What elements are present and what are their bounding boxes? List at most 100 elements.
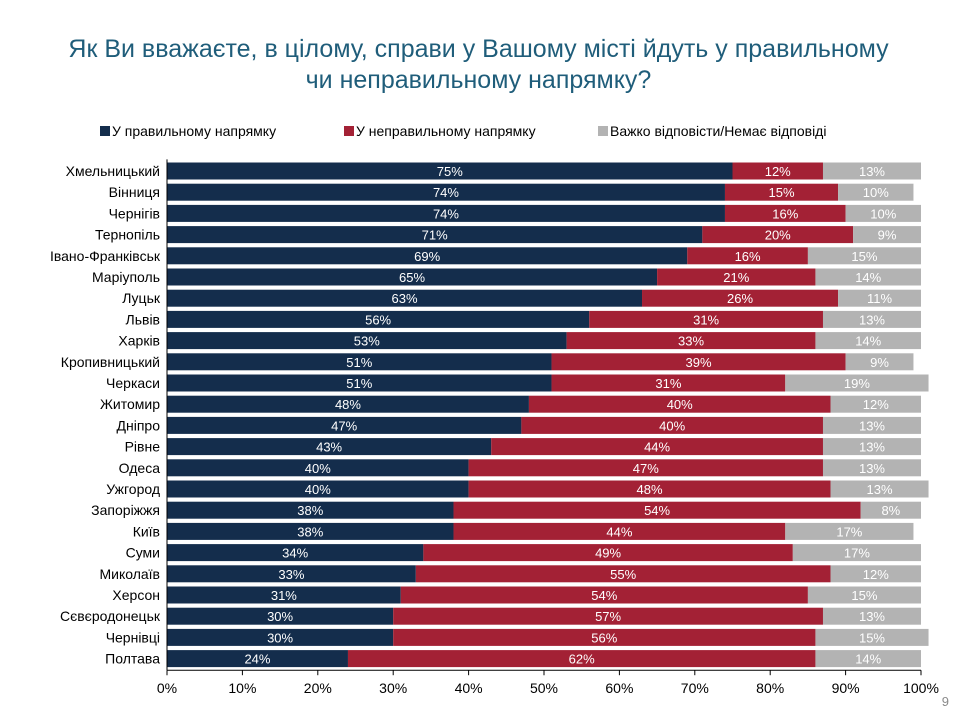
data-label-right: 53%: [354, 334, 380, 349]
bar-segment-dk: [830, 565, 921, 583]
title-line-2: чи неправильному напрямку?: [305, 66, 652, 94]
bar-segment-right: [167, 544, 424, 562]
data-label-wrong: 48%: [637, 482, 663, 497]
title-line-1: Як Ви вважаєте, в цілому, справи у Вашом…: [68, 35, 889, 63]
x-tick-label: 0%: [157, 680, 177, 696]
data-label-right: 51%: [346, 376, 372, 391]
legend-swatch-right: [100, 126, 110, 136]
bar-segment-dk: [830, 395, 921, 413]
category-label: Луцьк: [122, 290, 161, 306]
bar-segment-right: [167, 247, 688, 265]
category-label: Сєвєродонецьк: [60, 608, 161, 624]
data-label-dk: 12%: [863, 397, 889, 412]
bar-segment-dk: [815, 332, 921, 350]
bar-segment-dk: [845, 204, 921, 222]
bar-segment-wrong: [528, 395, 831, 413]
bar-segment-right: [167, 226, 703, 244]
bar-segment-wrong: [423, 544, 793, 562]
data-label-dk: 11%: [867, 291, 892, 306]
bar-segment-dk: [860, 501, 921, 519]
data-label-dk: 17%: [844, 546, 870, 561]
bar-segment-dk: [815, 650, 921, 668]
bar-segment-dk: [853, 226, 921, 244]
data-label-wrong: 57%: [595, 609, 621, 624]
category-label: Харків: [118, 333, 160, 349]
data-label-right: 40%: [305, 461, 331, 476]
data-label-dk: 13%: [859, 164, 885, 179]
bar-segment-right: [167, 607, 394, 625]
x-tick-label: 40%: [455, 680, 483, 696]
data-label-right: 48%: [335, 397, 361, 412]
bar-segment-right: [167, 289, 643, 307]
bar-segment-right: [167, 650, 348, 668]
bar-segment-right: [167, 204, 725, 222]
category-label: Хмельницький: [66, 163, 160, 179]
data-label-dk: 10%: [863, 185, 889, 200]
data-label-wrong: 31%: [655, 376, 681, 391]
data-label-dk: 14%: [855, 334, 881, 349]
bar-segment-right: [167, 268, 658, 286]
bar-segment-right: [167, 628, 394, 646]
bar-segment-dk: [807, 247, 921, 265]
bar-segment-wrong: [687, 247, 808, 265]
data-label-right: 51%: [346, 355, 372, 370]
category-label: Запоріжжя: [91, 502, 160, 518]
bar-segment-wrong: [393, 607, 823, 625]
chart-title: Як Ви вважаєте, в цілому, справи у Вашом…: [0, 34, 957, 96]
data-label-right: 75%: [437, 164, 463, 179]
bar-segment-dk: [822, 416, 921, 434]
data-label-wrong: 33%: [678, 334, 704, 349]
data-label-wrong: 44%: [606, 524, 632, 539]
category-label: Черкаси: [106, 375, 160, 391]
bar-segment-dk: [838, 289, 921, 307]
data-label-wrong: 40%: [667, 397, 693, 412]
category-label: Вінниця: [109, 184, 160, 200]
bar-segment-right: [167, 310, 590, 328]
bar-segment-wrong: [732, 162, 823, 180]
bar-segment-right: [167, 438, 492, 456]
data-label-right: 69%: [414, 249, 440, 264]
data-label-wrong: 40%: [659, 418, 685, 433]
data-label-wrong: 56%: [591, 630, 617, 645]
bar-segment-dk: [815, 268, 921, 286]
bar-segment-wrong: [453, 501, 861, 519]
data-label-right: 38%: [297, 524, 323, 539]
data-label-dk: 12%: [863, 567, 889, 582]
category-label: Львів: [126, 311, 160, 327]
data-label-wrong: 12%: [765, 164, 791, 179]
x-tick-label: 50%: [530, 680, 558, 696]
data-label-wrong: 16%: [735, 249, 761, 264]
bar-segment-wrong: [566, 332, 816, 350]
category-label: Полтава: [105, 651, 160, 667]
bar-segment-dk: [785, 374, 929, 392]
category-label: Херсон: [112, 587, 160, 603]
data-label-wrong: 39%: [686, 355, 712, 370]
bar-segment-wrong: [642, 289, 839, 307]
data-label-right: 74%: [433, 206, 459, 221]
bar-segment-right: [167, 183, 725, 201]
data-label-wrong: 15%: [768, 185, 794, 200]
bar-segment-wrong: [521, 416, 823, 434]
x-tick-label: 80%: [756, 680, 784, 696]
x-tick-label: 70%: [681, 680, 709, 696]
data-label-right: 56%: [365, 312, 391, 327]
bar-segment-wrong: [468, 459, 823, 477]
category-label: Суми: [126, 545, 160, 561]
data-label-dk: 13%: [859, 440, 885, 455]
data-label-dk: 8%: [881, 503, 900, 518]
category-label: Кропивницький: [61, 354, 160, 370]
bar-segment-wrong: [724, 204, 846, 222]
data-label-dk: 9%: [870, 355, 889, 370]
category-label: Миколаїв: [99, 566, 160, 582]
category-label: Рівне: [125, 439, 161, 455]
data-label-dk: 13%: [867, 482, 893, 497]
data-label-right: 31%: [271, 588, 297, 603]
data-label-right: 43%: [316, 440, 342, 455]
bar-segment-dk: [822, 459, 921, 477]
category-label: Івано-Франківськ: [50, 248, 161, 264]
data-label-right: 38%: [297, 503, 323, 518]
bar-segment-dk: [815, 628, 929, 646]
legend-label-wrong: У неправильному напрямку: [356, 123, 536, 139]
bar-segment-wrong: [415, 565, 831, 583]
bar-segment-wrong: [468, 480, 831, 498]
